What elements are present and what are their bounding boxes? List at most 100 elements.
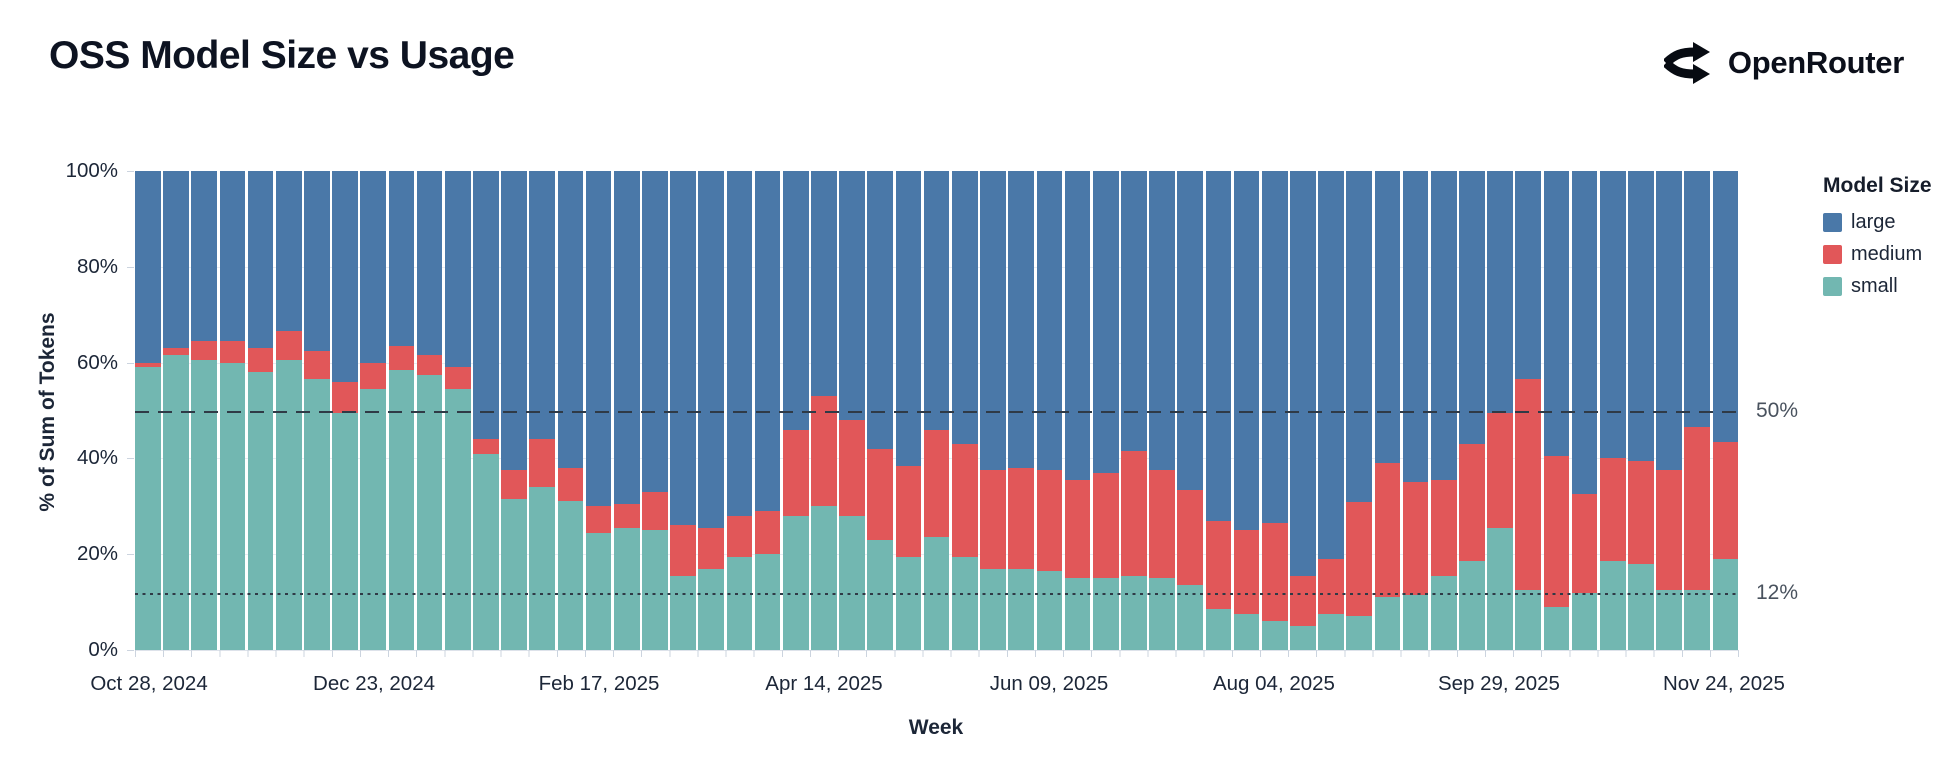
bar[interactable] — [1092, 171, 1119, 650]
bar-segment-medium[interactable] — [951, 444, 978, 557]
bar[interactable] — [1543, 171, 1570, 650]
bar[interactable] — [1684, 171, 1711, 650]
bar-segment-medium[interactable] — [923, 429, 950, 538]
bar-segment-large[interactable] — [642, 171, 668, 492]
bar-segment-medium[interactable] — [585, 506, 612, 533]
bar[interactable] — [1402, 171, 1429, 650]
bar-segment-medium[interactable] — [1599, 458, 1626, 562]
bar-segment-small[interactable] — [163, 355, 189, 650]
bar-segment-large[interactable] — [1571, 171, 1598, 495]
bar-segment-medium[interactable] — [332, 381, 358, 413]
bar-segment-medium[interactable] — [1261, 523, 1288, 622]
bar-segment-medium[interactable] — [782, 429, 809, 516]
bar-segment-medium[interactable] — [1402, 482, 1429, 595]
bar[interactable] — [1036, 171, 1063, 650]
bar-segment-medium[interactable] — [1543, 456, 1570, 607]
bar[interactable] — [1459, 171, 1485, 650]
bar-segment-large[interactable] — [1149, 171, 1175, 471]
bar-segment-medium[interactable] — [698, 527, 725, 569]
bar-segment-small[interactable] — [247, 372, 274, 650]
bar-segment-large[interactable] — [1318, 171, 1344, 559]
bar-segment-small[interactable] — [613, 527, 640, 650]
bar-segment-medium[interactable] — [1571, 494, 1598, 593]
bar-segment-medium[interactable] — [1430, 479, 1457, 576]
bar-segment-large[interactable] — [613, 171, 640, 504]
bar-segment-large[interactable] — [444, 171, 471, 368]
bar-segment-medium[interactable] — [219, 341, 246, 363]
bar[interactable] — [1515, 171, 1542, 650]
bar[interactable] — [613, 171, 640, 650]
bar[interactable] — [163, 171, 189, 650]
bar-segment-medium[interactable] — [1064, 479, 1091, 579]
bar-segment-small[interactable] — [980, 568, 1006, 650]
bar[interactable] — [839, 171, 865, 650]
bar-segment-large[interactable] — [811, 171, 837, 397]
bar-segment-medium[interactable] — [1628, 460, 1654, 564]
bar-segment-medium[interactable] — [1374, 463, 1401, 598]
bar-segment-small[interactable] — [698, 568, 725, 650]
bar-segment-medium[interactable] — [1233, 530, 1260, 615]
bar[interactable] — [1205, 171, 1232, 650]
bar-segment-large[interactable] — [1656, 171, 1682, 471]
bar-segment-medium[interactable] — [1177, 489, 1204, 586]
legend-item-small[interactable]: small — [1823, 275, 1932, 298]
bar-segment-small[interactable] — [867, 539, 894, 650]
bar-segment-small[interactable] — [1543, 606, 1570, 650]
bar-segment-large[interactable] — [670, 171, 696, 526]
bar-segment-large[interactable] — [1121, 171, 1147, 452]
bar-segment-large[interactable] — [1543, 171, 1570, 456]
bar-segment-medium[interactable] — [557, 467, 584, 502]
bar-segment-small[interactable] — [1712, 558, 1739, 650]
bar-segment-large[interactable] — [1515, 171, 1542, 380]
bar-segment-large[interactable] — [951, 171, 978, 445]
bar-segment-large[interactable] — [1064, 171, 1091, 480]
bar-segment-small[interactable] — [388, 369, 415, 650]
bar[interactable] — [1599, 171, 1626, 650]
bar-segment-medium[interactable] — [726, 515, 753, 557]
bar[interactable] — [247, 171, 274, 650]
bar-segment-medium[interactable] — [1515, 379, 1542, 591]
bar-segment-large[interactable] — [275, 171, 302, 332]
bar-segment-small[interactable] — [895, 556, 922, 650]
bar[interactable] — [388, 171, 415, 650]
bar-segment-small[interactable] — [1149, 578, 1175, 650]
bar-segment-medium[interactable] — [1092, 472, 1119, 579]
bar-segment-large[interactable] — [1092, 171, 1119, 473]
bar-segment-medium[interactable] — [670, 525, 696, 576]
bar-segment-large[interactable] — [1177, 171, 1204, 490]
legend-item-large[interactable]: large — [1823, 211, 1932, 234]
bar-segment-medium[interactable] — [1318, 558, 1344, 615]
bar[interactable] — [1261, 171, 1288, 650]
bar[interactable] — [135, 171, 161, 650]
bar-segment-large[interactable] — [839, 171, 865, 421]
bar-segment-large[interactable] — [1036, 171, 1063, 471]
bar-segment-medium[interactable] — [1290, 575, 1316, 627]
bar[interactable] — [332, 171, 358, 650]
bar-segment-small[interactable] — [1290, 626, 1316, 650]
bar-segment-large[interactable] — [1205, 171, 1232, 521]
bar-segment-medium[interactable] — [416, 355, 443, 375]
bar[interactable] — [473, 171, 499, 650]
bar[interactable] — [1712, 171, 1739, 650]
bar-segment-small[interactable] — [332, 412, 358, 650]
bar-segment-large[interactable] — [895, 171, 922, 466]
bar-segment-small[interactable] — [444, 388, 471, 650]
bar-segment-large[interactable] — [304, 171, 330, 351]
bar-segment-large[interactable] — [219, 171, 246, 342]
bar-segment-small[interactable] — [135, 367, 161, 650]
bar-segment-large[interactable] — [1459, 171, 1485, 445]
bar-segment-large[interactable] — [1628, 171, 1654, 461]
bar-segment-large[interactable] — [782, 171, 809, 430]
bar-segment-small[interactable] — [416, 374, 443, 650]
bar-segment-medium[interactable] — [1008, 467, 1034, 569]
bar-segment-small[interactable] — [1599, 561, 1626, 650]
bar-segment-medium[interactable] — [1684, 427, 1711, 591]
bar-segment-large[interactable] — [1008, 171, 1034, 468]
bar-segment-large[interactable] — [135, 171, 161, 363]
openrouter-brand[interactable]: OpenRouter — [1663, 42, 1904, 84]
bar[interactable] — [867, 171, 894, 650]
bar-segment-small[interactable] — [275, 360, 302, 650]
bar-segment-small[interactable] — [754, 554, 781, 650]
bar-segment-small[interactable] — [1571, 592, 1598, 650]
bar-segment-small[interactable] — [1092, 578, 1119, 650]
